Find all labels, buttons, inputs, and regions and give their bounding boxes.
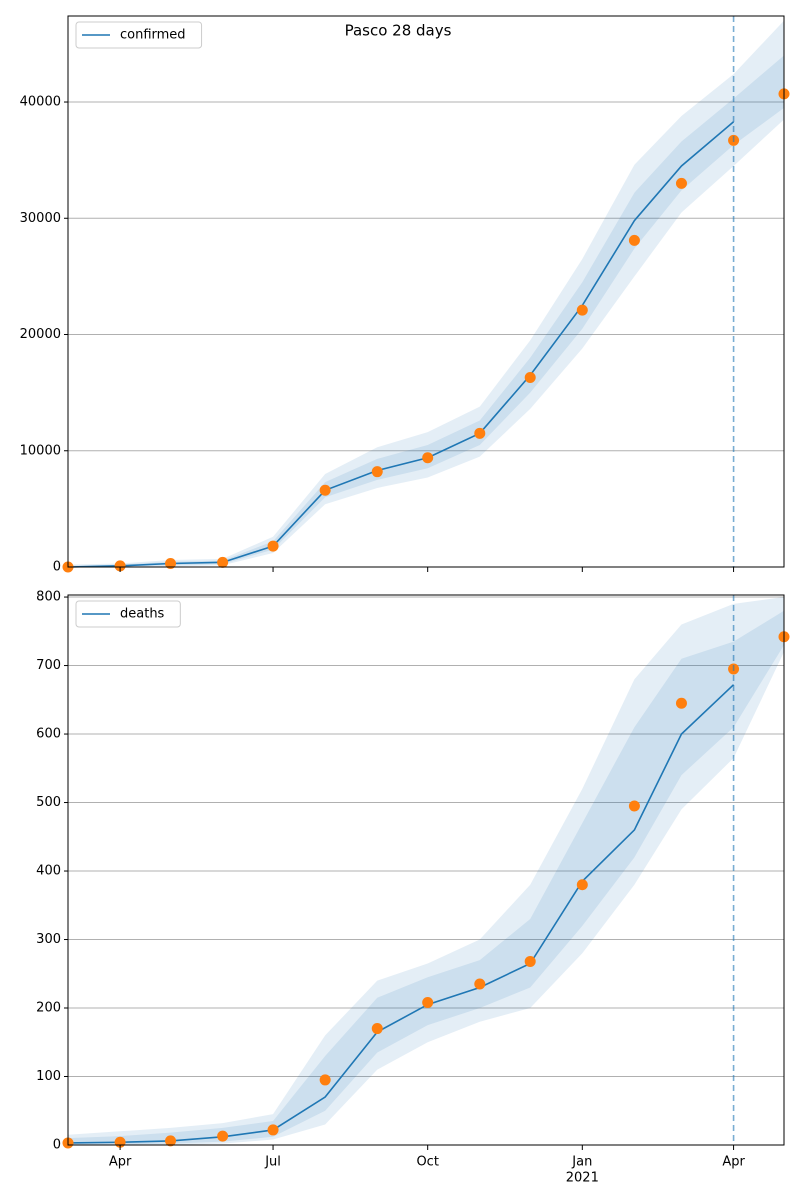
- uncertainty-band: [68, 597, 784, 1145]
- x-tick-label: Apr: [722, 1155, 745, 1170]
- observed-point: [217, 1130, 229, 1142]
- observed-point: [628, 234, 640, 246]
- observed-point: [267, 540, 279, 552]
- observed-point: [165, 558, 177, 570]
- observed-point: [675, 177, 687, 189]
- y-tick-label: 100: [36, 1069, 61, 1084]
- y-tick-label: 0: [53, 1138, 61, 1153]
- observed-point: [319, 484, 331, 496]
- observed-point: [319, 1074, 331, 1086]
- y-tick-label: 10000: [20, 443, 61, 458]
- x-tick-label: Oct: [416, 1155, 438, 1170]
- legend-label: confirmed: [120, 28, 186, 43]
- x-tick-sublabel: 2021: [566, 1171, 599, 1186]
- observed-point: [524, 372, 536, 384]
- observed-point: [217, 556, 229, 568]
- plot: 0 100 200 300 400 500 600 700 800 Apr Jul Oct Jan202…: [36, 590, 790, 1186]
- legend-box: [75, 600, 181, 628]
- observed-point: [524, 955, 536, 967]
- observed-point: [474, 978, 486, 990]
- observed-point: [675, 697, 687, 709]
- observed-point: [371, 466, 383, 478]
- y-tick-label: 700: [36, 658, 61, 673]
- x-tick-label: Jan: [571, 1155, 592, 1170]
- observed-point: [576, 879, 588, 891]
- y-tick-label: 20000: [20, 327, 61, 342]
- uncertainty-band: [68, 610, 784, 1145]
- y-tick-label: 300: [36, 932, 61, 947]
- chart-title: Pasco 28 days: [345, 22, 452, 40]
- axes-frame: [67, 594, 785, 1146]
- observed-point: [628, 800, 640, 812]
- x-tick-label: Apr: [109, 1155, 132, 1170]
- legend: confirmed: [75, 21, 203, 49]
- model-line: [67, 684, 735, 1144]
- observed-point: [422, 452, 434, 464]
- observed-point: [422, 997, 434, 1009]
- observed-point: [576, 304, 588, 316]
- observed-point: [371, 1023, 383, 1035]
- observed-point: [267, 1124, 279, 1136]
- axes-frame: [67, 15, 785, 568]
- y-tick-label: 30000: [20, 211, 61, 226]
- legend-box: [75, 21, 203, 49]
- x-tick-label: Jul: [264, 1155, 281, 1170]
- observed-point: [474, 427, 486, 439]
- uncertainty-band: [68, 55, 784, 568]
- y-tick-label: 40000: [20, 95, 61, 110]
- model-line: [67, 121, 735, 568]
- legend-label: deaths: [120, 607, 165, 622]
- plot: 0 10000 20000 30000 40000 confirmed: [20, 15, 790, 575]
- uncertainty-band: [68, 20, 784, 568]
- y-tick-label: 400: [36, 864, 61, 879]
- y-tick-label: 500: [36, 795, 61, 810]
- y-tick-label: 600: [36, 727, 61, 742]
- y-tick-label: 0: [53, 560, 61, 575]
- y-tick-label: 200: [36, 1001, 61, 1016]
- y-tick-label: 800: [36, 590, 61, 605]
- legend: deaths: [75, 600, 181, 628]
- observed-point: [114, 560, 126, 572]
- observed-point: [165, 1135, 177, 1147]
